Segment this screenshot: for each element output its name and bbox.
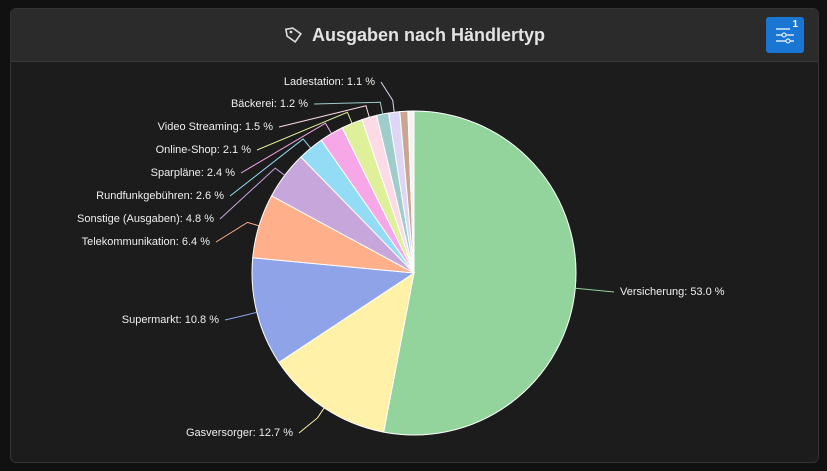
slice-label: Rundfunkgebühren: 2.6 %: [96, 190, 224, 202]
slice-label: Online-Shop: 2.1 %: [156, 144, 252, 156]
leader-line: [224, 311, 257, 321]
pie-slice: [251, 257, 416, 364]
title: Ausgaben nach Händlertyp: [311, 24, 546, 45]
filter-button[interactable]: 1: [766, 17, 804, 53]
slice-label: Sparpläne: 2.4 %: [151, 167, 236, 179]
slice-label: Sonstige (Ausgaben): 4.8 %: [77, 213, 214, 225]
leader-line: [313, 101, 384, 115]
leader-line: [215, 221, 260, 243]
slice-label: Ladestation: 1.1 %: [284, 76, 375, 88]
slice-label: Telekommunikation: 6.4 %: [82, 236, 211, 248]
leader-line: [240, 122, 332, 174]
slice-label: Versicherung: 53.0 %: [620, 286, 725, 298]
slice-label: Bäckerei: 1.2 %: [231, 98, 308, 110]
tag-icon: [284, 27, 302, 44]
leader-line: [298, 407, 325, 434]
leader-line: [380, 81, 395, 113]
pie-slice: [383, 110, 577, 436]
slice-label: Supermarkt: 10.8 %: [122, 314, 219, 326]
leader-line: [256, 111, 353, 151]
filter-badge: 1: [792, 19, 798, 30]
leader-line: [219, 167, 286, 220]
leader-line: [229, 138, 312, 197]
slice-label: Video Streaming: 1.5 %: [158, 121, 274, 133]
leader-line: [575, 287, 615, 293]
card-header: Ausgaben nach Händlertyp: [11, 9, 818, 62]
slice-label: Gasversorger: 12.7 %: [186, 427, 293, 439]
pie-slice: [278, 271, 415, 433]
filter-icon: [776, 28, 794, 44]
leader-line: [278, 105, 370, 128]
pie-slice: [407, 110, 415, 274]
